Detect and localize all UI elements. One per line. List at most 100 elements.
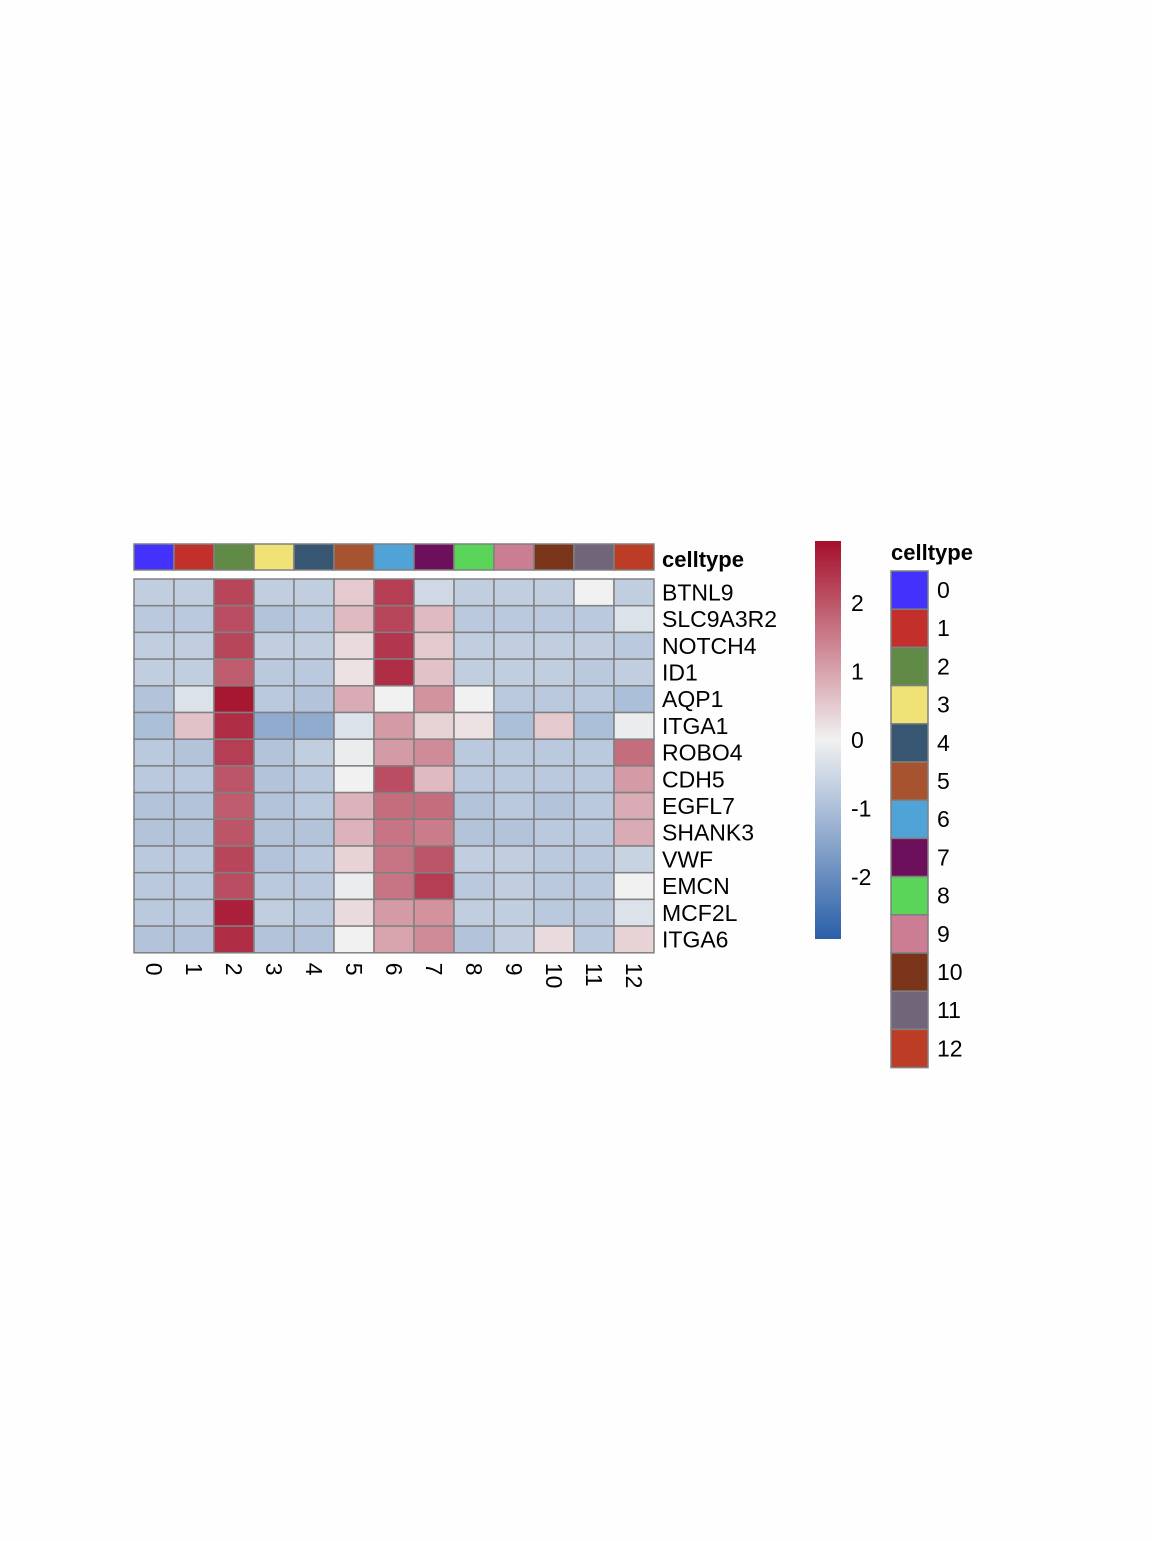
heatmap-cell: [213, 845, 255, 874]
heatmap-cell: [453, 604, 495, 634]
heatmap-cell: [173, 925, 215, 954]
annotation-cell-5: [333, 543, 375, 571]
heatmap-cell: [333, 711, 375, 740]
heatmap-cell: [253, 925, 295, 954]
annotation-cell-11: [573, 543, 615, 571]
colorbar: [815, 541, 841, 939]
heatmap-cell: [453, 845, 495, 874]
heatmap-cell: [333, 898, 375, 927]
annotation-row-label: celltype: [662, 547, 744, 572]
heatmap-cell: [253, 685, 295, 714]
heatmap-cell: [333, 685, 375, 714]
heatmap-cell: [133, 578, 175, 607]
heatmap-cell: [573, 925, 615, 954]
heatmap-cell: [333, 871, 375, 901]
heatmap-cell: [413, 791, 455, 821]
legend-swatch: [890, 1028, 929, 1069]
column-label: 9: [501, 963, 527, 976]
legend-title: celltype: [891, 540, 973, 565]
heatmap-cell: [173, 765, 215, 794]
heatmap-cell: [573, 658, 615, 687]
legend-swatch: [890, 875, 929, 916]
row-label: ITGA1: [662, 713, 728, 739]
heatmap-cell: [293, 791, 335, 821]
annotation-cell-8: [453, 543, 495, 571]
legend-label: 8: [937, 883, 950, 909]
heatmap-cell: [333, 658, 375, 687]
heatmap-cell: [493, 685, 535, 714]
heatmap-cell: [213, 898, 255, 927]
heatmap-cell: [533, 658, 575, 687]
column-label: 2: [221, 963, 247, 976]
heatmap-cell: [173, 898, 215, 927]
heatmap-cell: [213, 871, 255, 901]
heatmap-cell: [133, 631, 175, 660]
row-label: BTNL9: [662, 579, 734, 605]
legend-label: 1: [937, 615, 950, 641]
row-label: ID1: [662, 659, 698, 685]
column-label: 3: [261, 963, 287, 976]
heatmap-cell: [253, 658, 295, 687]
row-label: ITGA6: [662, 926, 728, 952]
legend-swatch: [890, 608, 929, 649]
heatmap-cell: [573, 845, 615, 874]
heatmap-cell: [453, 738, 495, 767]
heatmap-cell: [493, 765, 535, 794]
annotation-cell-1: [173, 543, 215, 571]
heatmap-cell: [173, 578, 215, 607]
heatmap-cell: [573, 818, 615, 847]
column-labels: 0 1 2 3 4 5 6 7 8 9 10 11 12: [141, 963, 647, 989]
heatmap-cell: [213, 711, 255, 740]
heatmap-cell: [413, 871, 455, 901]
heatmap-cell: [573, 871, 615, 901]
legend-swatch: [890, 799, 929, 840]
colorbar-tick-label: 0: [851, 727, 864, 753]
heatmap-cell: [573, 604, 615, 634]
legend-swatch: [890, 952, 929, 992]
heatmap-cell: [533, 818, 575, 847]
heatmap-cell: [573, 765, 615, 794]
heatmap-cell: [333, 765, 375, 794]
heatmap-cell: [173, 818, 215, 847]
annotation-cell-6: [373, 543, 415, 571]
heatmap-cell: [413, 738, 455, 767]
heatmap-cell: [413, 845, 455, 874]
heatmap-cell: [453, 578, 495, 607]
colorbar-tick-label: -1: [851, 796, 871, 822]
row-label: AQP1: [662, 686, 723, 712]
row-label: CDH5: [662, 766, 725, 792]
heatmap-cell: [213, 631, 255, 660]
heatmap-cell: [533, 685, 575, 714]
heatmap-cell: [133, 871, 175, 901]
legend-swatch: [890, 837, 929, 878]
heatmap-cell: [173, 604, 215, 634]
heatmap-cell: [213, 578, 255, 607]
column-label: 4: [301, 963, 327, 976]
heatmap-cell: [133, 791, 175, 821]
row-label: NOTCH4: [662, 633, 757, 659]
legend-label: 4: [937, 730, 950, 756]
column-label: 1: [181, 963, 207, 976]
heatmap-cell: [213, 791, 255, 821]
annotation-cell-9: [493, 543, 535, 571]
annotation-cell-10: [533, 543, 575, 571]
heatmap-cell: [253, 845, 295, 874]
heatmap-cell: [613, 898, 655, 927]
heatmap-cell: [573, 738, 615, 767]
heatmap-cell: [413, 711, 455, 740]
heatmap-cell: [493, 818, 535, 847]
heatmap-cell: [613, 765, 655, 794]
column-label: 7: [421, 963, 447, 976]
heatmap-cell: [613, 578, 655, 607]
heatmap-cell: [293, 658, 335, 687]
heatmap-cell: [453, 765, 495, 794]
row-label: EMCN: [662, 873, 730, 899]
heatmap-cell: [613, 604, 655, 634]
column-label: 0: [141, 963, 167, 976]
heatmap-cell: [133, 685, 175, 714]
heatmap-cell: [413, 898, 455, 927]
heatmap-cell: [573, 578, 615, 607]
